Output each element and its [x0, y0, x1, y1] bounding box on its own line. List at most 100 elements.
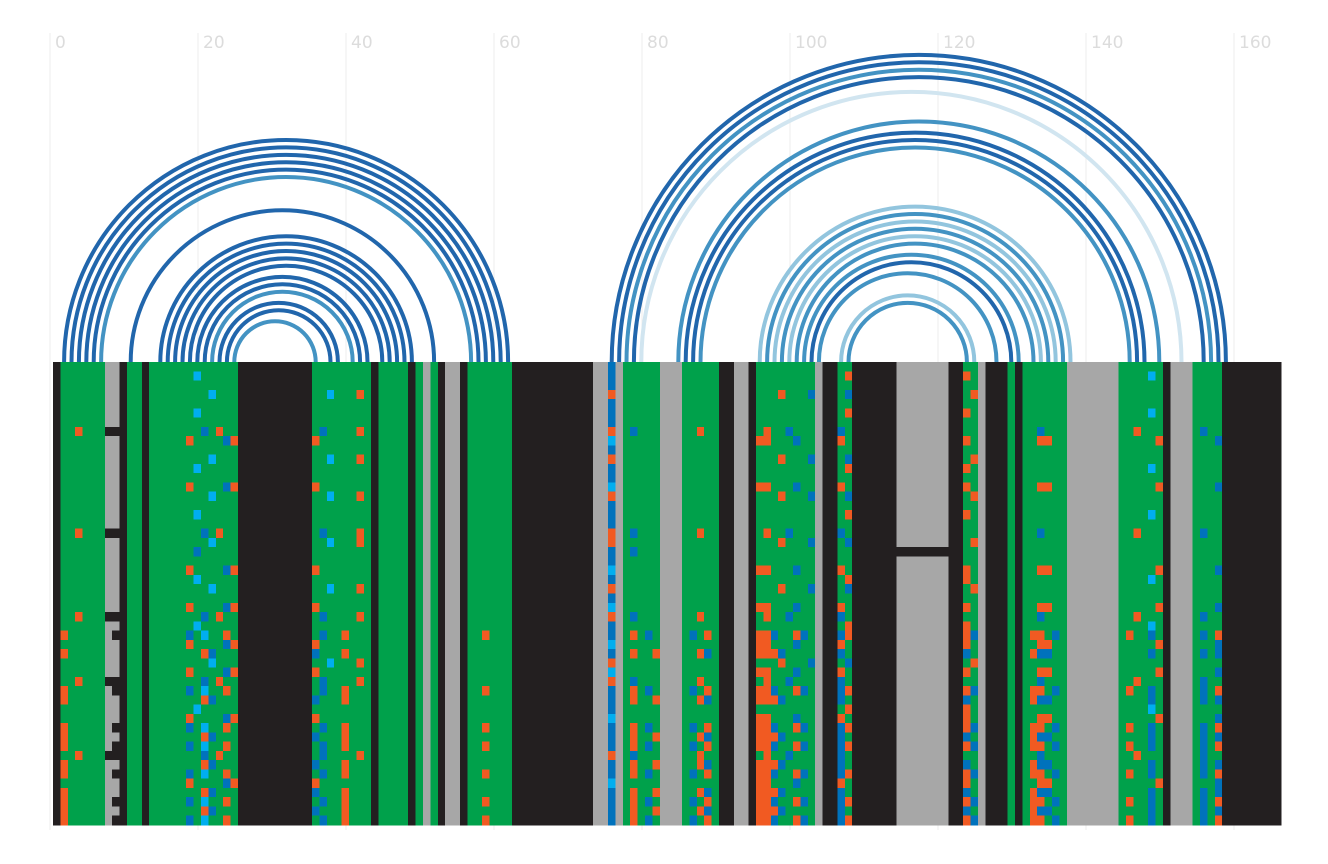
- alignment-cell: [193, 574, 202, 585]
- alignment-cell: [963, 500, 979, 511]
- alignment-cell: [149, 445, 239, 455]
- alignment-cell: [652, 723, 661, 733]
- alignment-cell: [437, 713, 446, 724]
- alignment-cell: [593, 658, 609, 668]
- alignment-cell: [822, 463, 838, 474]
- alignment-cell: [467, 713, 513, 724]
- alignment-cell: [378, 612, 409, 622]
- alignment-cell: [630, 723, 638, 733]
- alignment-cell: [1148, 630, 1156, 641]
- alignment-cell: [733, 510, 749, 520]
- alignment-cell: [460, 556, 468, 567]
- alignment-cell: [467, 482, 513, 492]
- alignment-cell: [793, 778, 801, 789]
- alignment-cell: [104, 769, 113, 779]
- alignment-cell: [608, 482, 616, 492]
- alignment-cell: [1118, 649, 1149, 659]
- alignment-cell: [1052, 667, 1068, 678]
- alignment-cell: [1170, 547, 1193, 557]
- alignment-cell: [1163, 399, 1171, 409]
- alignment-cell: [837, 602, 846, 613]
- alignment-cell: [815, 362, 823, 372]
- alignment-cell: [756, 482, 772, 492]
- alignment-cell: [223, 741, 231, 752]
- alignment-cell: [511, 463, 594, 474]
- alignment-cell: [356, 584, 365, 594]
- alignment-cell: [593, 547, 609, 557]
- alignment-cell: [822, 500, 838, 511]
- alignment-cell: [608, 723, 616, 733]
- alignment-cell: [489, 723, 513, 733]
- alignment-cell: [119, 658, 128, 668]
- alignment-cell: [208, 658, 217, 668]
- alignment-cell: [822, 408, 838, 418]
- alignment-cell: [844, 704, 853, 715]
- alignment-cell: [733, 491, 749, 502]
- alignment-cell: [719, 815, 735, 826]
- alignment-cell: [371, 695, 379, 705]
- alignment-cell: [415, 454, 424, 465]
- alignment-cell: [1155, 695, 1164, 705]
- alignment-cell: [1222, 500, 1282, 511]
- alignment-cell: [378, 723, 409, 733]
- alignment-cell: [719, 750, 735, 761]
- alignment-cell: [815, 602, 823, 613]
- alignment-cell: [778, 537, 786, 548]
- alignment-cell: [748, 500, 757, 511]
- alignment-cell: [193, 408, 202, 418]
- alignment-cell: [608, 565, 616, 576]
- alignment-cell: [423, 454, 431, 465]
- alignment-cell: [837, 612, 846, 622]
- alignment-cell: [1170, 769, 1193, 779]
- alignment-cell: [238, 408, 313, 418]
- alignment-cell: [978, 565, 986, 576]
- alignment-cell: [682, 454, 720, 465]
- alignment-cell: [312, 797, 320, 807]
- alignment-cell: [659, 639, 683, 650]
- alignment-cell: [430, 380, 439, 391]
- alignment-cell: [622, 769, 631, 779]
- alignment-cell: [1118, 371, 1149, 381]
- alignment-cell: [1007, 621, 1016, 631]
- alignment-cell: [363, 389, 372, 400]
- alignment-cell: [423, 797, 431, 807]
- alignment-cell: [970, 723, 979, 733]
- alignment-cell: [608, 649, 616, 659]
- alignment-cell: [652, 815, 661, 826]
- alignment-cell: [53, 389, 61, 400]
- alignment-cell: [238, 750, 313, 761]
- alignment-cell: [689, 815, 698, 826]
- alignment-cell: [223, 750, 239, 761]
- alignment-cell: [815, 473, 823, 483]
- alignment-cell: [482, 741, 490, 752]
- alignment-cell: [733, 547, 749, 557]
- alignment-cell: [423, 519, 431, 529]
- alignment-cell: [608, 445, 616, 455]
- alignment-cell: [837, 658, 846, 668]
- alignment-cell: [985, 676, 1008, 687]
- alignment-cell: [312, 667, 320, 678]
- alignment-cell: [593, 528, 609, 539]
- alignment-cell: [141, 500, 150, 511]
- alignment-cell: [756, 528, 764, 539]
- alignment-cell: [119, 574, 128, 585]
- alignment-cell: [682, 778, 720, 789]
- arc: [772, 219, 1058, 363]
- alignment-cell: [1118, 565, 1156, 576]
- alignment-cell: [608, 815, 616, 826]
- alignment-cell: [978, 362, 986, 372]
- alignment-cell: [238, 417, 313, 428]
- alignment-cell: [104, 417, 120, 428]
- alignment-cell: [1163, 528, 1171, 539]
- alignment-cell: [785, 695, 816, 705]
- alignment-cell: [659, 806, 683, 817]
- alignment-cell: [415, 528, 424, 539]
- alignment-cell: [437, 649, 446, 659]
- alignment-cell: [682, 463, 720, 474]
- alignment-cell: [837, 473, 853, 483]
- alignment-cell: [985, 399, 1008, 409]
- alignment-cell: [408, 815, 416, 826]
- alignment-cell: [193, 547, 202, 557]
- alignment-cell: [238, 519, 313, 529]
- alignment-cell: [423, 621, 431, 631]
